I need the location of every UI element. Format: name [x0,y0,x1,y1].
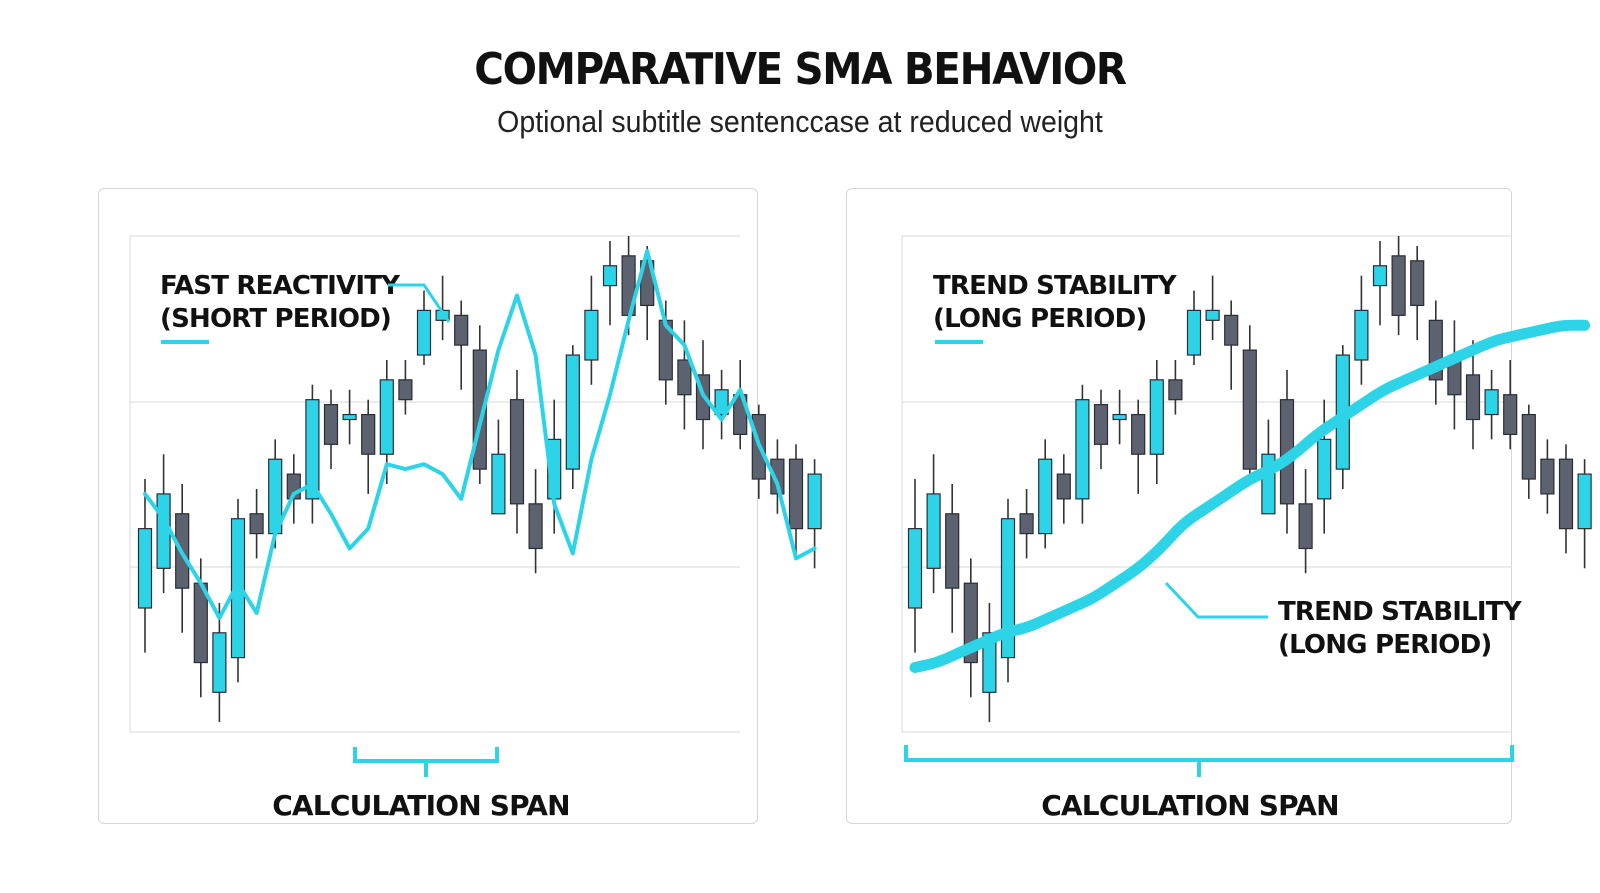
candle-bullish [807,473,822,530]
candle-bearish [361,413,376,455]
candle-bearish [1224,314,1239,346]
candle-bullish [982,632,997,693]
candle-bearish [1503,394,1518,436]
annotation-trend-stability-2-line1: TREND STABILITY [1278,597,1523,627]
candle-bearish [1242,349,1257,470]
candle-bullish [1186,309,1202,356]
candle-bullish [584,309,599,361]
candle-bearish [323,404,339,445]
candle-bearish [398,379,413,401]
candle-bullish [137,528,153,609]
candle-bullish [305,399,320,500]
candle-bearish [528,503,543,550]
candle-bearish [454,314,469,346]
candle-bearish [1558,458,1574,530]
candle-bullish [1038,458,1053,535]
annotation-fast-reactivity-line1: FAST REACTIVITY [160,271,401,301]
candle-bearish [945,513,960,589]
annotation-leader-long [1164,581,1268,619]
candle-bearish [1056,473,1071,500]
annotation-trend-stability-line1: TREND STABILITY [933,271,1178,301]
annotation-trend-stability-line2: (LONG PERIOD) [933,304,1146,334]
candle-bullish [1000,518,1016,659]
candle-bearish [677,359,692,396]
candle-bearish [509,399,525,505]
candle-bullish [602,265,618,287]
chart-short-period [129,235,822,733]
candle-bearish [1521,413,1536,480]
annotation-leader-short [388,283,451,323]
candle-bullish [714,389,729,416]
candle-bearish [1131,413,1146,455]
candle-bullish [565,354,580,470]
candle-bullish [1577,473,1592,530]
span-bracket-long [904,745,1514,762]
span-label-short: CALCULATION SPAN [272,789,570,822]
candle-bearish [1019,513,1034,535]
candle-bearish [1298,503,1313,550]
candle-bearish [1465,374,1481,421]
candle-bullish [907,528,923,609]
page-subtitle: Optional subtitle sentenccase at reduced… [497,104,1103,139]
sma-line-long [909,319,1591,674]
annotation-trend-stability-2-line2: (LONG PERIOD) [1278,630,1491,660]
candle-bearish [1391,255,1406,316]
candle-bullish [1484,389,1499,416]
candle-bullish [230,518,246,659]
candle-bullish [1205,309,1220,321]
candle-bearish [1093,404,1109,445]
span-label-long: CALCULATION SPAN [1041,789,1339,822]
candle-bullish [1372,265,1388,287]
candle-bearish [1410,260,1425,307]
candle-bearish [788,458,804,530]
candle-bearish [1540,458,1555,495]
span-bracket-short [353,747,499,763]
sma-line-short [143,248,817,620]
page-title: COMPARATIVE SMA BEHAVIOR [474,44,1127,95]
candle-bullish [1075,399,1090,500]
candle-bullish [1112,413,1127,421]
candle-bullish [491,453,506,515]
candle-bullish [379,379,394,455]
candle-bullish [416,309,432,356]
candle-bullish [1149,379,1164,455]
candle-bearish [770,458,785,495]
candle-bullish [926,493,941,569]
candle-bullish [342,413,357,421]
candle-bullish [1317,438,1332,500]
annotation-fast-reactivity-line2: (SHORT PERIOD) [160,304,391,334]
candle-bullish [212,632,227,693]
candle-bearish [1168,379,1183,401]
chart-long-period [901,235,1592,733]
candle-bullish [1354,309,1369,361]
candle-bearish [249,513,264,535]
